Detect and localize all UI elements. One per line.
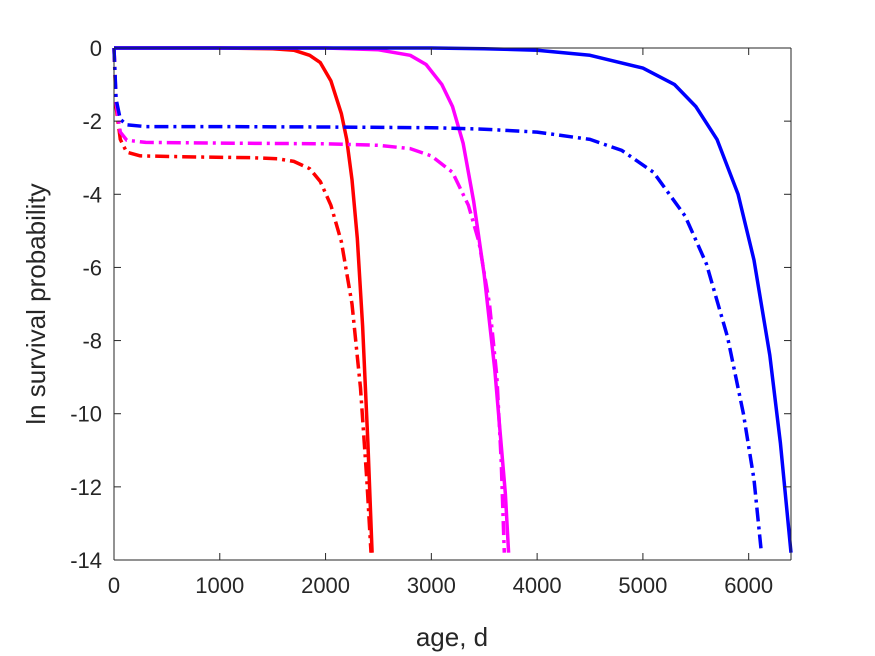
y-tick-label: -2 (82, 109, 102, 134)
y-axis-label: ln survival probability (21, 183, 51, 424)
plot-area (114, 48, 791, 560)
x-tick-label: 5000 (618, 573, 667, 598)
series-line-6-dashdot (112, 47, 764, 553)
x-tick-label: 3000 (407, 573, 456, 598)
y-tick-label: -4 (82, 182, 102, 207)
y-tick-label: 0 (90, 36, 102, 61)
y-tick-label: -14 (70, 548, 102, 573)
y-tick-label: -8 (82, 329, 102, 354)
x-axis-label: age, d (416, 622, 488, 652)
x-tick-label: 0 (108, 573, 120, 598)
axes-layer (113, 47, 792, 561)
y-tick-label: -6 (82, 255, 102, 280)
y-tick-label: -12 (70, 475, 102, 500)
x-tick-label: 1000 (195, 573, 244, 598)
series-line-2-dashdot (112, 47, 373, 553)
y-tick-label: -10 (70, 402, 102, 427)
ticks-layer: 0 1000 2000 3000 4000 5000 6000 0 -2 -4 -6 -8 -10 -12… (70, 36, 791, 598)
x-tick-label: 6000 (724, 573, 773, 598)
series-line-4-dashdot (112, 47, 507, 553)
x-tick-label: 2000 (301, 573, 350, 598)
x-tick-label: 4000 (513, 573, 562, 598)
